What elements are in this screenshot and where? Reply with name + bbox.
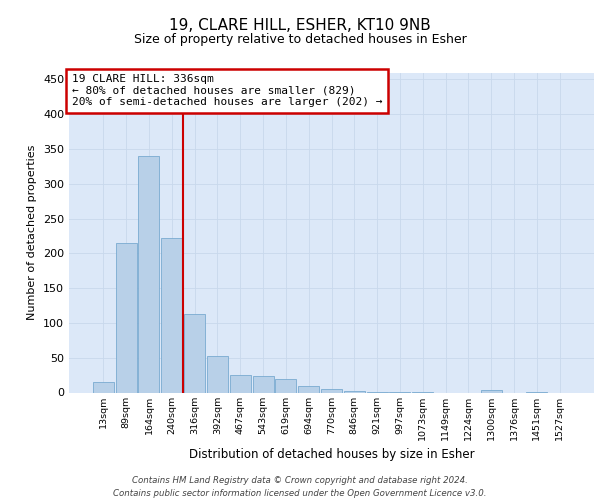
Bar [230, 375, 251, 392]
Bar [161, 238, 182, 392]
X-axis label: Distribution of detached houses by size in Esher: Distribution of detached houses by size … [188, 448, 475, 461]
Y-axis label: Number of detached properties: Number of detached properties [28, 145, 37, 320]
Bar [116, 243, 137, 392]
Text: 19 CLARE HILL: 336sqm
← 80% of detached houses are smaller (829)
20% of semi-det: 19 CLARE HILL: 336sqm ← 80% of detached … [71, 74, 382, 108]
Bar [139, 156, 160, 392]
Bar [184, 314, 205, 392]
Bar [344, 391, 365, 392]
Bar [321, 389, 342, 392]
Bar [93, 382, 114, 392]
Bar [481, 390, 502, 392]
Text: Contains HM Land Registry data © Crown copyright and database right 2024.
Contai: Contains HM Land Registry data © Crown c… [113, 476, 487, 498]
Bar [298, 386, 319, 392]
Text: Size of property relative to detached houses in Esher: Size of property relative to detached ho… [134, 32, 466, 46]
Bar [253, 376, 274, 392]
Text: 19, CLARE HILL, ESHER, KT10 9NB: 19, CLARE HILL, ESHER, KT10 9NB [169, 18, 431, 32]
Bar [275, 380, 296, 392]
Bar [207, 356, 228, 392]
